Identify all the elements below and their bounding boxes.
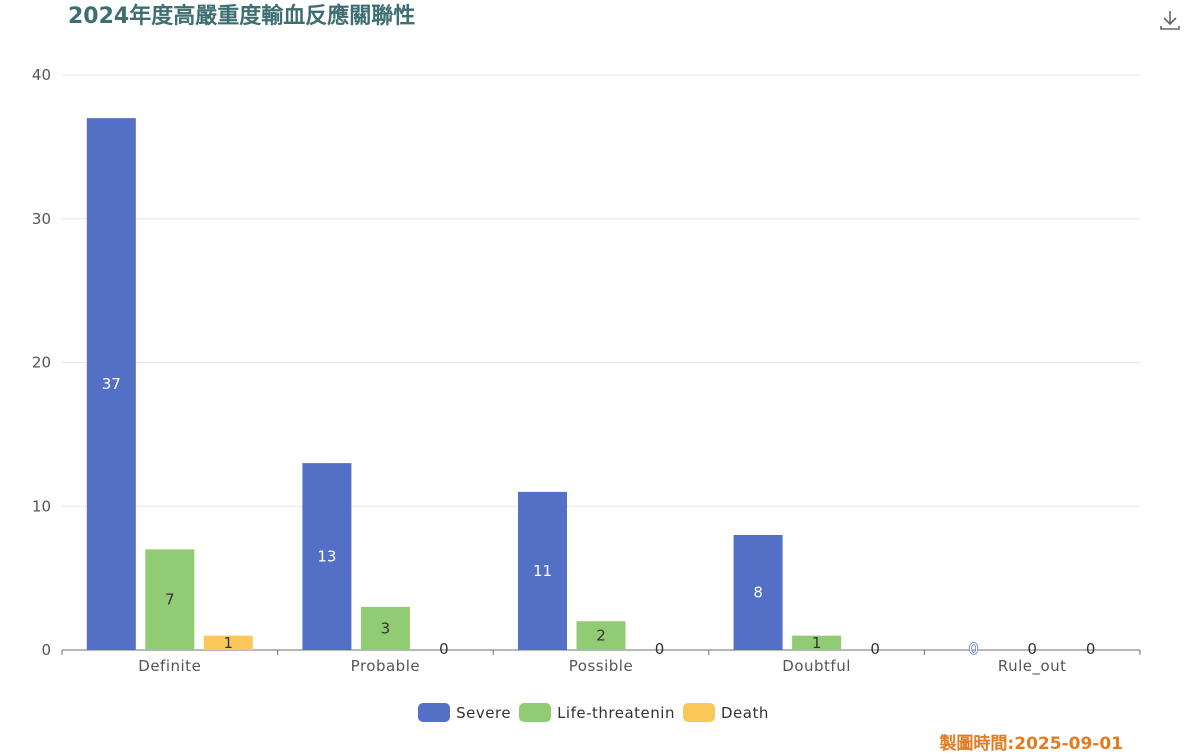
legend-item[interactable]: Life-threatenin [519,703,675,722]
chart-title: 2024年度高嚴重度輸血反應關聯性 [68,4,416,29]
legend-swatch [682,703,715,722]
bar [203,635,253,650]
x-tick-label: Rule_out [998,657,1067,676]
bar [86,118,136,650]
data-label: 0 [1027,640,1037,658]
data-label: 11 [533,562,552,580]
bar [360,606,410,650]
legend-item[interactable]: Death [682,703,769,722]
data-label: 8 [753,584,763,602]
bar [145,549,195,650]
download-icon [1160,11,1180,30]
data-label: 0 [969,640,979,658]
x-tick-label: Definite [138,657,201,675]
data-label: 1 [224,634,234,652]
bar [518,491,567,650]
y-tick-label: 0 [41,641,51,659]
data-label: 3 [381,619,391,637]
download-button[interactable] [1158,8,1182,32]
legend: Severe Life-threatenin Death [0,703,1187,722]
x-tick-label: Probable [351,657,420,675]
legend-item[interactable]: Severe [418,703,511,722]
data-label: 13 [317,548,336,566]
y-tick-label: 30 [32,210,51,228]
data-label: 0 [439,640,449,658]
legend-label: Life-threatenin [557,703,675,722]
x-tick-label: Doubtful [782,657,851,675]
legend-label: Death [720,703,769,722]
legend-swatch [418,703,451,722]
data-label: 1 [812,634,822,652]
legend-swatch [519,703,552,722]
y-tick-label: 20 [32,354,51,372]
bar [792,635,842,650]
data-label: 0 [655,640,665,658]
x-tick-label: Possible [569,657,633,675]
data-label: 2 [596,627,606,645]
data-label: 0 [1086,640,1096,658]
y-tick-label: 40 [32,66,51,84]
footer-label: 製圖時間: [939,734,1015,754]
bar [302,463,352,650]
footer-timestamp: 製圖時間:2025-09-01 [939,729,1123,754]
bar [576,621,626,650]
bar [733,535,783,650]
y-tick-label: 10 [32,497,51,515]
footer-date: 2025-09-01 [1014,734,1123,754]
data-label: 7 [165,591,175,609]
legend-label: Severe [456,703,512,722]
data-label: 0 [870,640,880,658]
data-label: 37 [102,375,121,393]
